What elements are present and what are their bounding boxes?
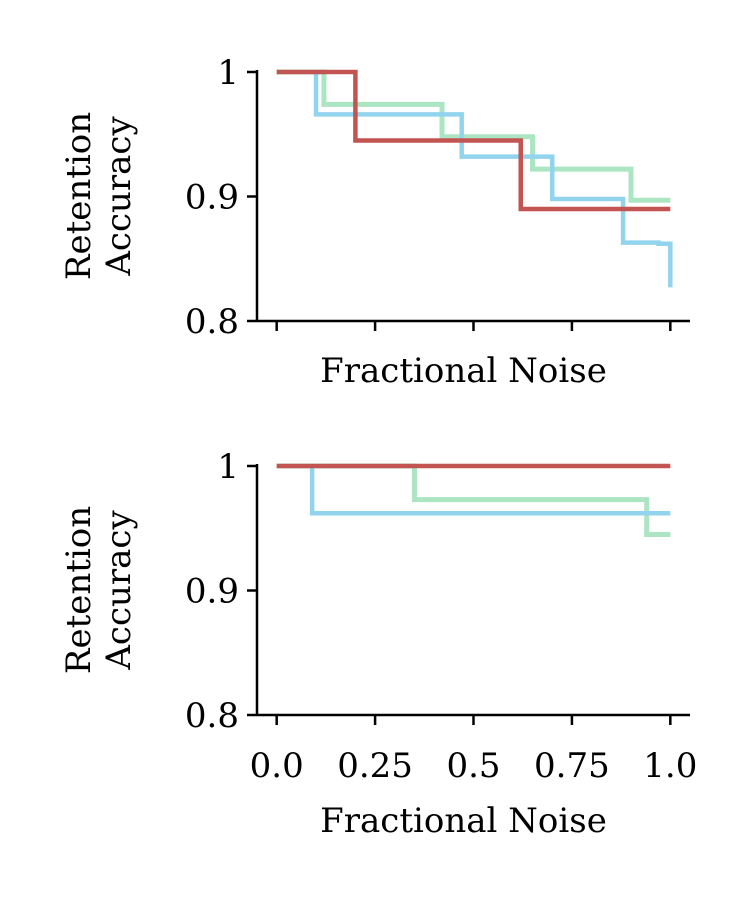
y-tick-label: 1 bbox=[217, 447, 239, 487]
y-tick-label: 0.9 bbox=[185, 572, 239, 612]
y-axis-label-line-2: Accuracy bbox=[99, 510, 139, 671]
series-line-2 bbox=[313, 72, 673, 288]
series-line-2 bbox=[309, 466, 671, 516]
x-tick-label: 0.5 bbox=[446, 746, 500, 786]
chart-panel-1: 0.8 0.9 1 Fractional Noise Retention Accuracy bbox=[59, 53, 690, 391]
chart-panel-2: 0.8 0.9 1 0.0 0.25 0.5 0.75 1.0 Fractional Noise… bbox=[59, 447, 697, 841]
series-line-3 bbox=[276, 69, 671, 212]
y-axis-label-line-2: Accuracy bbox=[99, 116, 139, 277]
y-axis-label-line-1: Retention bbox=[59, 506, 99, 674]
x-axis-label: Fractional Noise bbox=[320, 351, 607, 391]
x-tick-label: 0.0 bbox=[250, 746, 304, 786]
series-line-1 bbox=[276, 463, 671, 537]
y-tick-label: 1 bbox=[217, 53, 239, 93]
y-tick-label: 0.8 bbox=[185, 302, 239, 342]
y-tick-label: 0.9 bbox=[185, 178, 239, 218]
series-line-1 bbox=[276, 69, 671, 203]
y-axis-label-line-1: Retention bbox=[59, 112, 99, 280]
x-tick-label: 0.25 bbox=[337, 746, 413, 786]
x-tick-label: 1.0 bbox=[643, 746, 697, 786]
x-axis-label: Fractional Noise bbox=[320, 801, 607, 841]
x-tick-label: 0.75 bbox=[534, 746, 610, 786]
y-tick-label: 0.8 bbox=[185, 696, 239, 736]
